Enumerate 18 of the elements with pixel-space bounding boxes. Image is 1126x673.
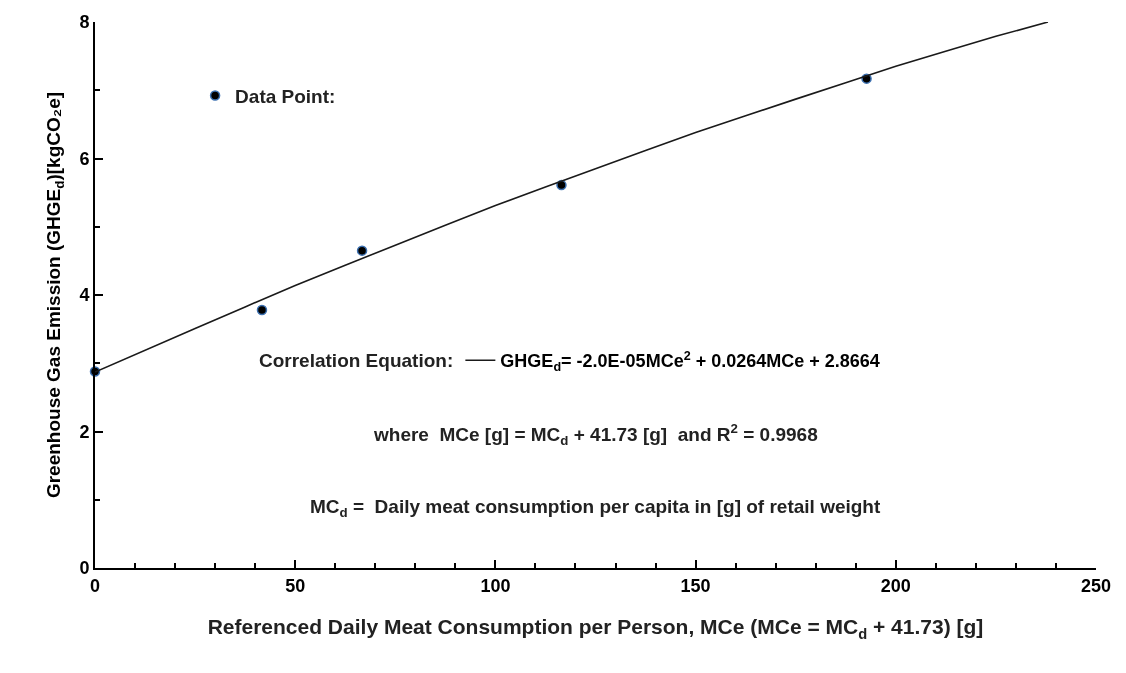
legend-label: GHGE$_{d}$= -2.0E-05MCe$^{2}$ + 0.0264MCe + 2.8664 — [500, 348, 880, 375]
x-tick-label: 150 — [680, 575, 711, 596]
point — [356, 245, 368, 256]
y-tick-label: 0 — [79, 558, 90, 579]
annotation: Correlation Equation: — [259, 350, 454, 371]
annotation: where MCe [g] = MC$_{d}$ + 41.73 [g] and R$^{2}$ = 0.9968 — [373, 421, 818, 448]
x-tick-label: 100 — [480, 575, 511, 596]
y-tick-label: 2 — [79, 421, 90, 442]
y-tick-label: 4 — [79, 285, 90, 306]
x-tick-label: 50 — [285, 575, 306, 596]
legend-label: Data Point: — [235, 85, 336, 107]
x-tick-label: 200 — [880, 575, 911, 596]
x-axis-title: Referenced Daily Meat Consumption per Person, MCe (MCe = MC$_{d}$ + 41.73) [g] — [207, 615, 984, 642]
x-tick-label: 250 — [1080, 575, 1112, 596]
point — [256, 304, 268, 316]
annotation: MC$_{d}$ = Daily meat consumption per capita in [g] of retail weight — [310, 496, 881, 520]
y-tick-label: 8 — [79, 12, 90, 33]
y-tick-label: 6 — [79, 148, 90, 169]
